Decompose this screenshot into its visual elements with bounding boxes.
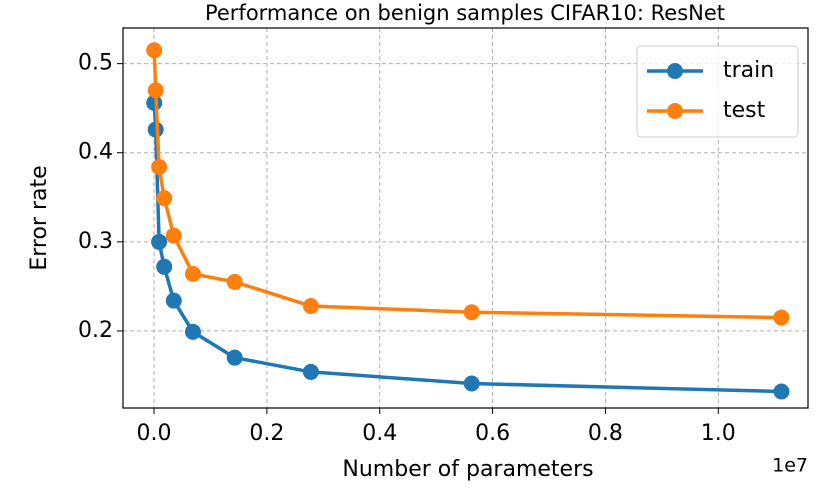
data-point — [184, 265, 201, 282]
x-axis-label: Number of parameters — [342, 457, 593, 482]
data-point — [156, 258, 173, 275]
data-point — [302, 297, 319, 314]
data-point — [165, 227, 182, 244]
data-point — [773, 383, 790, 400]
x-tick-label: 0.2 — [249, 421, 284, 446]
y-tick-label: 0.2 — [78, 318, 113, 343]
data-point — [773, 309, 790, 326]
legend-marker — [667, 103, 683, 119]
data-point — [226, 273, 243, 290]
data-point — [184, 323, 201, 340]
x-tick-label: 0.8 — [588, 421, 623, 446]
series-line — [152, 50, 782, 320]
x-tick-label: 0.6 — [475, 421, 510, 446]
data-point — [156, 190, 173, 207]
x-tick-label: 0.0 — [137, 421, 172, 446]
chart-title: Performance on benign samples CIFAR10: R… — [205, 1, 725, 25]
y-axis-label: Error rate — [27, 165, 52, 270]
data-point — [147, 82, 164, 99]
data-point — [151, 233, 168, 250]
data-point — [165, 292, 182, 309]
y-tick-label: 0.3 — [78, 229, 113, 254]
data-point — [151, 158, 168, 175]
legend-marker — [667, 63, 683, 79]
y-tick-label: 0.4 — [78, 140, 113, 165]
data-point — [146, 42, 163, 59]
data-point — [226, 349, 243, 366]
series-line — [152, 102, 782, 394]
legend-label: train — [723, 58, 774, 83]
data-point — [463, 375, 480, 392]
x-tick-label: 1.0 — [701, 421, 736, 446]
legend-label: test — [723, 98, 766, 123]
x-offset-label: 1e7 — [772, 455, 808, 477]
data-point — [302, 363, 319, 380]
y-tick-label: 0.5 — [78, 51, 113, 76]
x-tick-label: 0.4 — [362, 421, 397, 446]
plot-frame — [122, 27, 809, 409]
data-point — [463, 304, 480, 321]
